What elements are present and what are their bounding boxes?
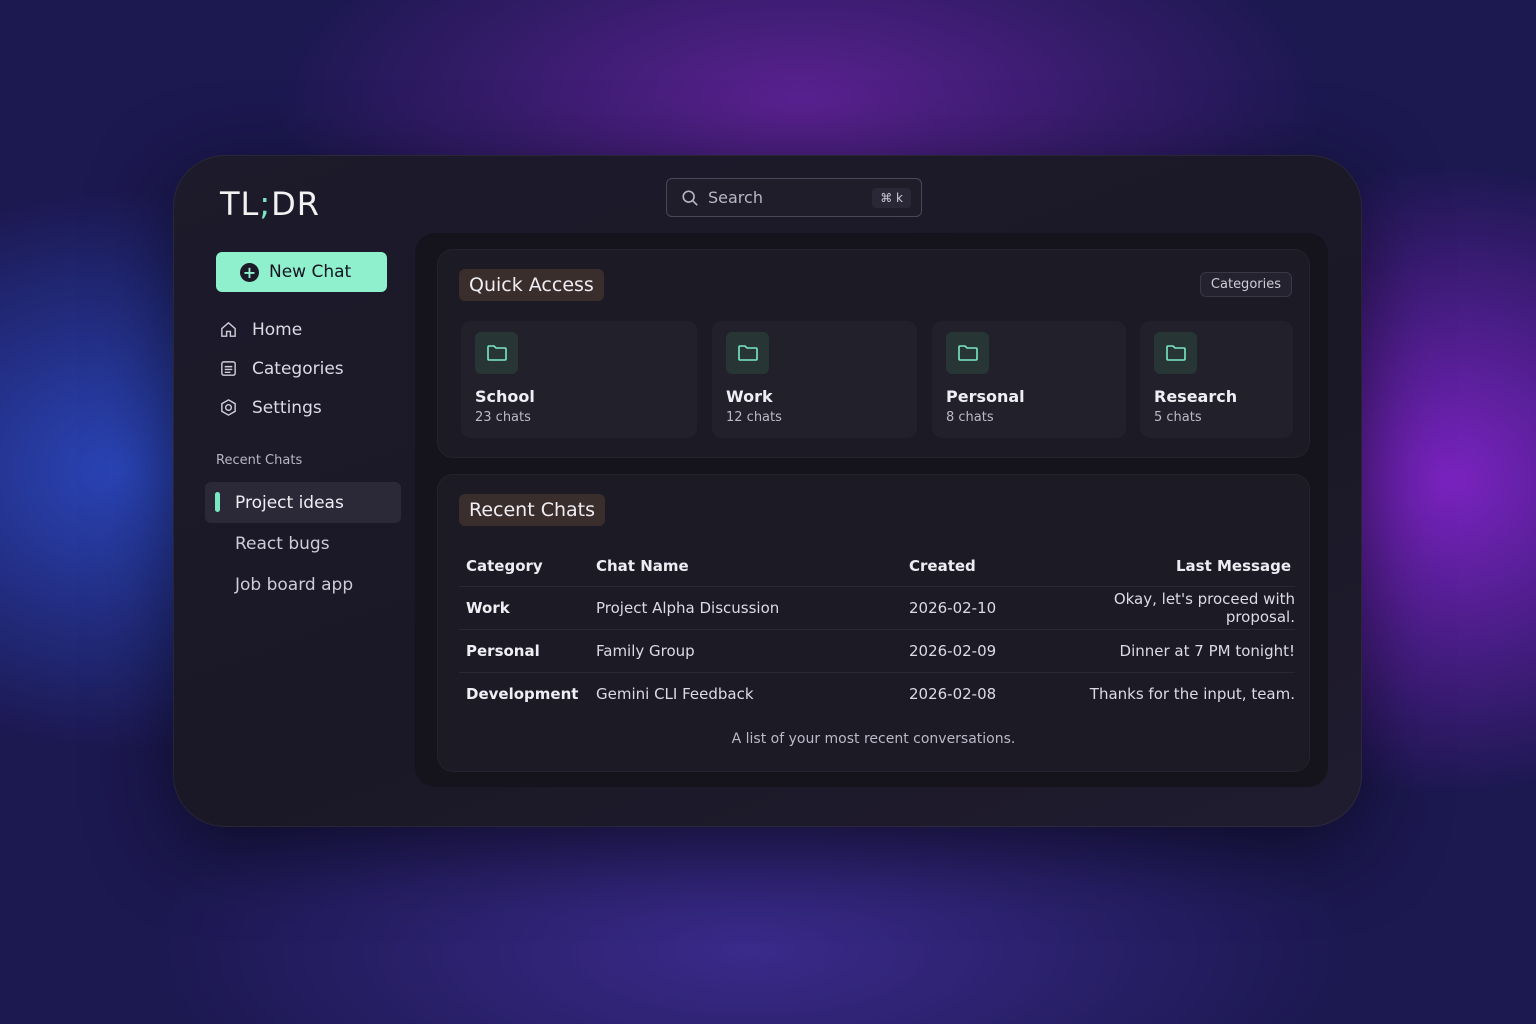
sidebar-item-label: Settings — [252, 397, 322, 418]
section-title: Recent Chats — [459, 494, 606, 526]
sidebar-nav: Home Categories Settings — [219, 310, 344, 427]
folder-icon — [1154, 332, 1197, 374]
cell-last-message: Okay, let's proceed with proposal. — [1042, 585, 1295, 629]
table-row[interactable]: Development Gemini CLI Feedback 2026-02-… — [459, 671, 1295, 715]
sidebar-item-categories[interactable]: Categories — [219, 349, 344, 388]
plus-icon: + — [240, 262, 259, 282]
cell-chat-name: Gemini CLI Feedback — [589, 671, 902, 715]
main-panel: Quick Access Categories School 23 chats … — [415, 233, 1328, 787]
folder-name: Research — [1154, 387, 1238, 406]
recent-chats-list: Project ideas React bugs Job board app — [205, 482, 401, 605]
folder-name: Work — [726, 387, 773, 406]
column-header: Category — [466, 556, 543, 575]
search-icon — [682, 189, 698, 206]
quick-access-section: Quick Access Categories School 23 chats … — [437, 249, 1310, 458]
sidebar-item-home[interactable]: Home — [219, 310, 344, 349]
app-window: TL;DR + New Chat Home Categories Settings… — [173, 155, 1362, 827]
sidebar-item-label: Home — [252, 319, 303, 340]
sidebar-item-label: Categories — [252, 358, 344, 379]
folder-count: 8 chats — [946, 410, 994, 425]
new-chat-button[interactable]: + New Chat — [216, 252, 387, 292]
folder-name: Personal — [946, 387, 1025, 406]
sidebar-item-settings[interactable]: Settings — [219, 388, 344, 427]
cell-created: 2026-02-09 — [902, 628, 1042, 672]
shortcut-hint: ⌘ k — [872, 187, 911, 208]
cell-created: 2026-02-08 — [902, 671, 1042, 715]
cell-category: Work — [459, 585, 589, 629]
folder-icon — [946, 332, 989, 374]
folder-card[interactable]: Personal 8 chats — [932, 321, 1126, 438]
folder-icon — [475, 332, 518, 374]
folder-count: 12 chats — [726, 410, 782, 425]
search-placeholder: Search — [708, 188, 763, 207]
cell-chat-name: Project Alpha Discussion — [589, 585, 902, 629]
cell-chat-name: Family Group — [589, 628, 902, 672]
recent-chat-item[interactable]: Project ideas — [205, 482, 401, 523]
column-header: Chat Name — [596, 556, 689, 575]
cell-created: 2026-02-10 — [902, 585, 1042, 629]
list-icon — [221, 361, 236, 376]
new-chat-label: New Chat — [269, 262, 352, 282]
folder-count: 5 chats — [1154, 410, 1202, 425]
recent-chats-section: Recent Chats Category Chat Name Created … — [437, 474, 1310, 772]
table-row[interactable]: Personal Family Group 2026-02-09 Dinner … — [459, 628, 1295, 672]
column-header: Created — [909, 556, 976, 575]
section-title: Quick Access — [459, 269, 604, 301]
folder-card[interactable]: Research 5 chats — [1140, 321, 1293, 438]
recent-chats-heading: Recent Chats — [216, 453, 303, 468]
recent-chat-item[interactable]: React bugs — [235, 533, 330, 554]
folder-card[interactable]: School 23 chats — [461, 321, 697, 438]
cell-last-message: Dinner at 7 PM tonight! — [1042, 628, 1295, 672]
logo: TL;DR — [220, 185, 321, 223]
folder-count: 23 chats — [475, 410, 531, 425]
home-icon — [221, 321, 236, 337]
column-header: Last Message — [1176, 556, 1291, 575]
gear-icon — [221, 399, 236, 416]
cell-category: Development — [459, 671, 589, 715]
table-row[interactable]: Work Project Alpha Discussion 2026-02-10… — [459, 585, 1295, 629]
folder-card[interactable]: Work 12 chats — [712, 321, 917, 438]
categories-button[interactable]: Categories — [1199, 272, 1292, 297]
folder-icon — [726, 332, 769, 374]
folder-name: School — [475, 387, 535, 406]
recent-chat-item[interactable]: Job board app — [235, 574, 354, 595]
recent-chats-table: Category Chat Name Created Last Message … — [459, 546, 1295, 715]
cell-last-message: Thanks for the input, team. — [1042, 671, 1295, 715]
cell-category: Personal — [459, 628, 589, 672]
search-input[interactable]: Search ⌘ k — [666, 178, 922, 217]
table-caption: A list of your most recent conversations… — [731, 731, 1016, 747]
